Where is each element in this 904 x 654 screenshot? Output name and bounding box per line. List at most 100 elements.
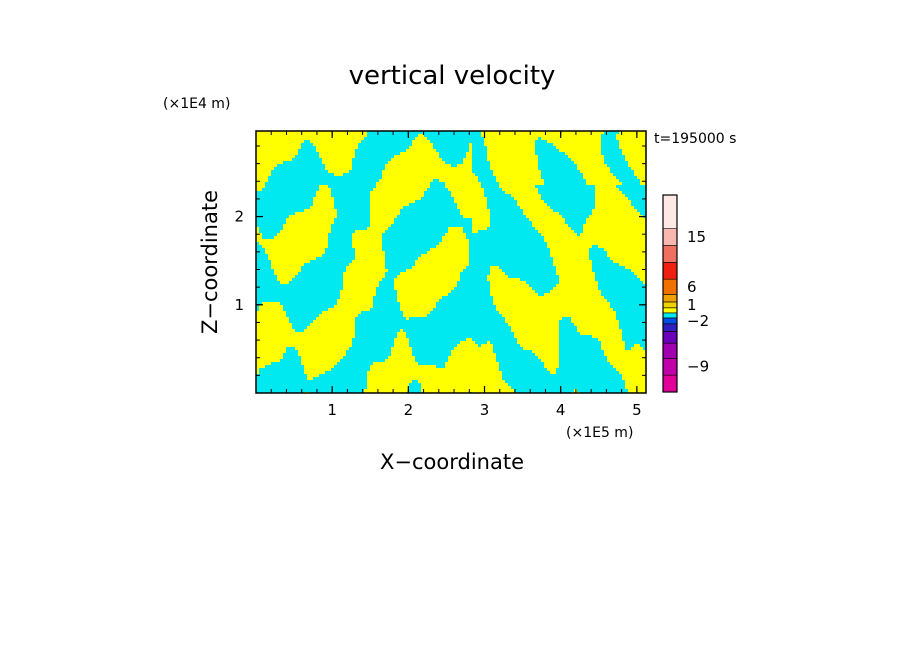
field-cell xyxy=(340,296,373,299)
field-cell xyxy=(490,284,529,287)
field-cell xyxy=(421,383,508,386)
plot-frame xyxy=(255,130,647,394)
field-cell xyxy=(397,335,406,338)
field-cell xyxy=(490,287,532,290)
field-cell xyxy=(388,161,445,164)
colorbar-segment xyxy=(662,294,678,303)
field-cell xyxy=(556,272,595,275)
field-cell xyxy=(391,347,412,350)
field-cell xyxy=(490,272,505,275)
field-cell xyxy=(298,350,346,353)
field-cell xyxy=(385,167,472,170)
field-cell xyxy=(256,356,283,359)
field-cell xyxy=(256,236,262,239)
field-cell xyxy=(622,374,646,377)
field-cell xyxy=(304,209,337,212)
field-cell xyxy=(409,146,433,149)
field-cell xyxy=(544,365,559,368)
field-cell xyxy=(370,215,397,218)
field-cell xyxy=(619,140,646,143)
field-cell xyxy=(343,278,382,281)
field-cell xyxy=(370,224,391,227)
field-cell xyxy=(301,356,343,359)
field-cell xyxy=(511,329,559,332)
field-cell xyxy=(619,263,646,266)
field-cell xyxy=(541,233,577,236)
field-cell xyxy=(256,230,259,233)
field-cell xyxy=(256,335,355,338)
field-cell xyxy=(595,206,634,209)
field-cell xyxy=(628,161,646,164)
field-cell xyxy=(619,131,646,134)
field-cell xyxy=(313,200,334,203)
colorbar-segment xyxy=(662,358,678,376)
field-cell xyxy=(256,332,355,335)
field-cell xyxy=(493,170,541,173)
field-cell xyxy=(460,341,475,344)
colorbar-segment xyxy=(662,262,678,280)
field-cell xyxy=(298,353,346,356)
field-cell xyxy=(574,161,604,164)
field-cell xyxy=(454,200,487,203)
field-cell xyxy=(601,347,625,350)
field-cell xyxy=(451,194,484,197)
x-tick-label: 1 xyxy=(327,401,337,419)
field-cell xyxy=(256,188,262,191)
field-cell xyxy=(472,224,490,227)
field-cell xyxy=(565,152,601,155)
field-cell xyxy=(490,161,538,164)
field-cell xyxy=(256,152,298,155)
field-cell xyxy=(583,173,613,176)
field-cell xyxy=(370,209,400,212)
field-cell xyxy=(352,260,385,263)
field-cell xyxy=(262,245,328,248)
field-cell xyxy=(439,179,478,182)
field-cell xyxy=(352,239,382,242)
field-cell xyxy=(463,161,472,164)
field-cell xyxy=(583,227,646,230)
y-tick-label: 1 xyxy=(234,296,244,314)
field-cell xyxy=(499,182,544,185)
colorbar-tick-label: −2 xyxy=(687,312,709,330)
field-cell xyxy=(367,371,502,374)
field-cell xyxy=(400,152,439,155)
field-cell xyxy=(397,293,448,296)
field-cell xyxy=(544,293,601,296)
field-cell xyxy=(634,272,646,275)
field-cell xyxy=(526,215,562,218)
field-cell xyxy=(283,227,331,230)
field-cell xyxy=(391,350,412,353)
field-cell xyxy=(595,203,631,206)
field-cell xyxy=(616,137,646,140)
field-cell xyxy=(622,152,646,155)
field-cell xyxy=(517,200,544,203)
field-cell xyxy=(466,155,472,158)
field-cell xyxy=(418,134,424,137)
field-cell xyxy=(256,227,259,230)
field-cell xyxy=(451,191,484,194)
field-cell xyxy=(436,245,469,248)
field-cell xyxy=(310,140,361,143)
field-cell xyxy=(337,302,373,305)
field-cell xyxy=(427,251,469,254)
field-cell xyxy=(547,368,556,371)
field-cell xyxy=(451,350,493,353)
field-cell xyxy=(553,260,592,263)
field-cell xyxy=(631,167,646,170)
field-cell xyxy=(466,152,472,155)
field-cell xyxy=(595,185,616,188)
field-cell xyxy=(505,317,562,320)
field-cell xyxy=(385,359,415,362)
field-cell xyxy=(637,275,646,278)
field-cell xyxy=(397,296,442,299)
field-cell xyxy=(286,221,334,224)
field-cell xyxy=(490,167,538,170)
field-cell xyxy=(322,311,361,314)
field-cell xyxy=(400,329,403,332)
field-cell xyxy=(319,314,358,317)
y-ticks: 12 xyxy=(234,145,646,376)
field-cell xyxy=(364,389,409,392)
field-cell xyxy=(493,299,607,302)
field-cell xyxy=(457,206,487,209)
